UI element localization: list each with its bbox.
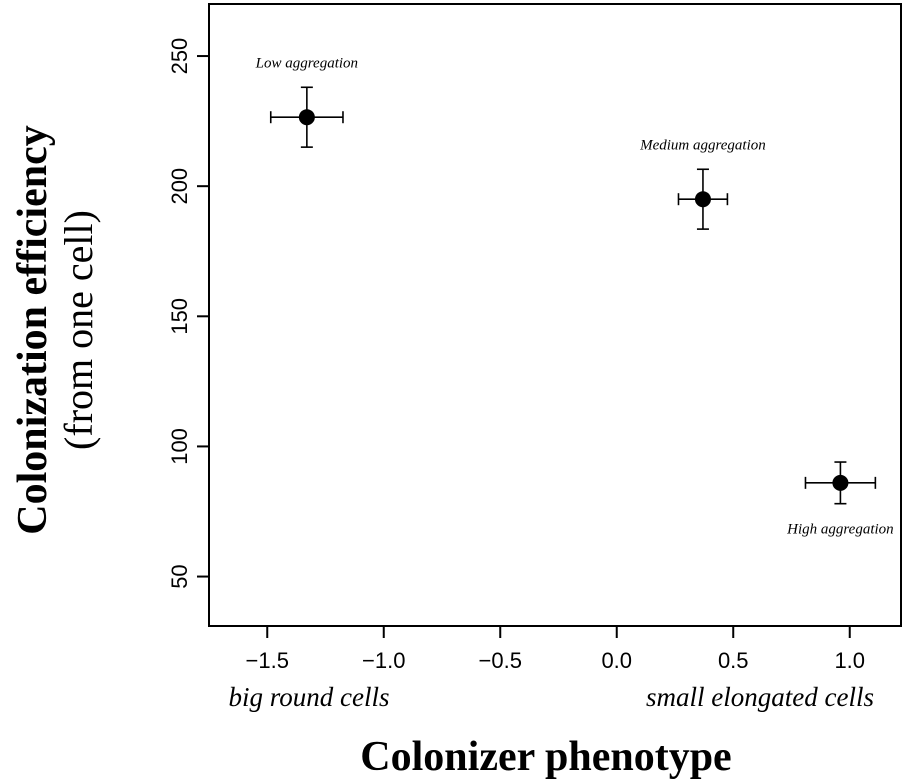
y-axis-subtitle: (from one cell)	[56, 210, 101, 450]
x-tick-label: 0.5	[718, 648, 749, 673]
data-point	[298, 109, 315, 126]
point-annotation: Low aggregation	[255, 55, 358, 71]
y-axis-title: Colonization efficiency	[10, 125, 56, 534]
x-tick-label: −0.5	[479, 648, 522, 673]
x-axis-title: Colonizer phenotype	[360, 734, 731, 780]
x-axis: −1.5 −1.0 −0.5 0.0 0.5 1.0	[246, 626, 865, 673]
y-tick-label: 100	[167, 428, 192, 465]
point-annotation: High aggregation	[786, 522, 894, 538]
x-tick-label: −1.5	[246, 648, 289, 673]
y-tick-label: 250	[167, 38, 192, 75]
data-point	[694, 191, 711, 208]
y-tick-label: 200	[167, 168, 192, 205]
plot-frame	[208, 3, 902, 627]
y-axis: 50 100 150 200 250	[167, 38, 209, 589]
x-axis-left-label: big round cells	[229, 682, 390, 712]
x-axis-right-label: small elongated cells	[646, 682, 874, 712]
data-points: Low aggregation Medium aggregation High ag…	[255, 55, 894, 537]
data-point	[832, 474, 849, 491]
x-tick-label: −1.0	[362, 648, 405, 673]
point-annotation: Medium aggregation	[639, 137, 766, 153]
x-tick-label: 0.0	[601, 648, 632, 673]
x-tick-label: 1.0	[834, 648, 865, 673]
y-tick-label: 150	[167, 298, 192, 335]
y-tick-label: 50	[167, 564, 192, 588]
